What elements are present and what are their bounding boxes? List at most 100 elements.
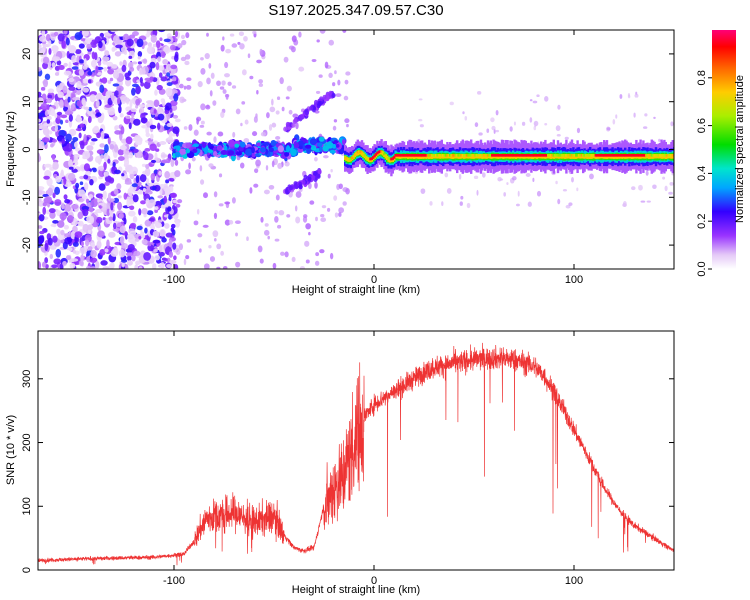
spectrogram-cell: [405, 154, 408, 157]
spectrogram-cell: [472, 154, 476, 159]
spectrogram-cell: [222, 266, 228, 269]
spectrogram-cell: [207, 142, 212, 149]
spectrogram-cell: [146, 210, 154, 216]
spectrogram-cell: [200, 67, 206, 75]
spectrogram-cell: [173, 93, 179, 102]
spectrogram-cell: [63, 62, 68, 67]
spectrogram-cell: [175, 203, 181, 208]
spectrogram-cell: [439, 154, 442, 157]
spectrogram-cell: [239, 162, 245, 169]
spectrogram-cell: [74, 141, 79, 148]
spectrogram-cell: [549, 154, 553, 159]
spectrogram-cell: [46, 119, 51, 124]
spectrogram-cell: [532, 177, 535, 183]
spectrogram-cell: [64, 233, 72, 238]
spectrogram-cell: [608, 154, 611, 159]
spectrogram-cell: [88, 194, 94, 199]
spectrogram-cell: [149, 76, 154, 81]
spectrogram-cell: [264, 223, 269, 227]
spectrogram-cell: [121, 242, 128, 249]
spectrogram-cell: [156, 84, 163, 91]
spectrogram-cell: [430, 154, 434, 157]
spectrogram-cell: [60, 114, 68, 119]
spectrogram-cell: [74, 32, 83, 41]
spectrogram-cell: [411, 155, 414, 159]
spectrogram-cell: [481, 154, 484, 157]
spectrogram-cell: [259, 48, 263, 56]
spectrogram-cell: [474, 155, 477, 159]
spectrogram-cell: [150, 34, 157, 43]
spectrogram-cell: [384, 154, 387, 157]
spectrogram-cell: [489, 154, 492, 159]
spectrogram-cell: [266, 112, 270, 119]
spectrogram-cell: [640, 200, 646, 203]
spectrogram-cell: [80, 141, 85, 150]
spectrogram-cell: [82, 223, 89, 233]
spectrogram-cell: [664, 154, 667, 159]
spectrogram-cell: [283, 56, 289, 63]
spectrogram-cell: [71, 168, 78, 173]
spectrogram-cell: [140, 200, 147, 205]
spectrogram-cell: [82, 156, 87, 160]
spectrogram-cell: [71, 66, 79, 70]
spectrogram-cell: [128, 55, 133, 60]
spectrogram-cell: [511, 176, 517, 181]
spectrogram-cell: [135, 104, 139, 109]
spectrogram-cell: [47, 237, 53, 246]
spectrogram-cell: [225, 48, 232, 54]
spectrogram-cell: [104, 98, 108, 106]
spectrogram-cell: [554, 154, 557, 157]
spectrogram-cell: [101, 96, 106, 101]
spectrogram-cell: [621, 154, 624, 157]
spectrogram-cell: [492, 155, 495, 159]
spectrogram-cell: [138, 190, 143, 195]
spectrogram-cell: [193, 220, 199, 226]
spectrogram-cell: [112, 115, 118, 121]
spectrogram-cell: [165, 232, 173, 238]
spectrogram-cell: [40, 86, 46, 91]
spectrogram-cell: [269, 106, 276, 113]
spectrogram-cell: [57, 91, 64, 99]
spectrogram-cell: [370, 157, 373, 160]
spectrogram-cell: [654, 154, 658, 157]
spectrogram-cell: [619, 155, 623, 159]
spectrogram-cell: [365, 155, 368, 159]
spectrogram-cell: [168, 239, 173, 248]
spectrogram-cell: [216, 243, 222, 250]
spectrogram-cell: [104, 143, 109, 153]
spectrogram-cell: [596, 154, 599, 157]
spectrogram-cell: [52, 161, 59, 170]
spectrogram-cell: [141, 124, 149, 129]
spectrogram-cell: [174, 30, 179, 38]
spectrogram-cell: [96, 208, 101, 213]
spectrogram-cell: [598, 154, 602, 159]
spectrogram-cell: [548, 154, 551, 159]
spectrogram-cell: [465, 154, 469, 157]
spectrogram-cell: [98, 40, 103, 49]
spectrogram-cell: [200, 103, 206, 111]
spectrogram-cell: [239, 141, 246, 148]
spectrogram-cell: [74, 231, 83, 238]
spectrogram-cell: [270, 140, 277, 146]
spectrogram-cell: [44, 242, 49, 252]
spectrogram-cell: [321, 205, 327, 209]
spectrogram-cell: [126, 260, 133, 266]
spectrogram-cell: [668, 191, 673, 195]
spectrogram-cell: [598, 154, 602, 157]
spectrogram-cell: [128, 152, 134, 159]
spectrogram-cell: [74, 147, 80, 152]
spectrogram-cell: [231, 85, 237, 89]
spectrogram-cell: [363, 154, 366, 157]
spectrogram-cell: [58, 83, 64, 89]
spectrogram-cell: [123, 158, 130, 166]
spectrogram-cell: [267, 235, 270, 240]
spectrogram-cell: [636, 154, 639, 159]
spectrogram-cell: [243, 35, 248, 42]
spectrogram-cell: [607, 154, 610, 159]
spectrogram-cell: [55, 248, 62, 258]
spectrogram-cell: [461, 154, 464, 157]
spectrogram-cell: [45, 33, 51, 42]
spectrogram-cell: [478, 132, 483, 136]
spectrogram-cell: [191, 156, 196, 162]
spectrogram-cell: [65, 142, 73, 152]
